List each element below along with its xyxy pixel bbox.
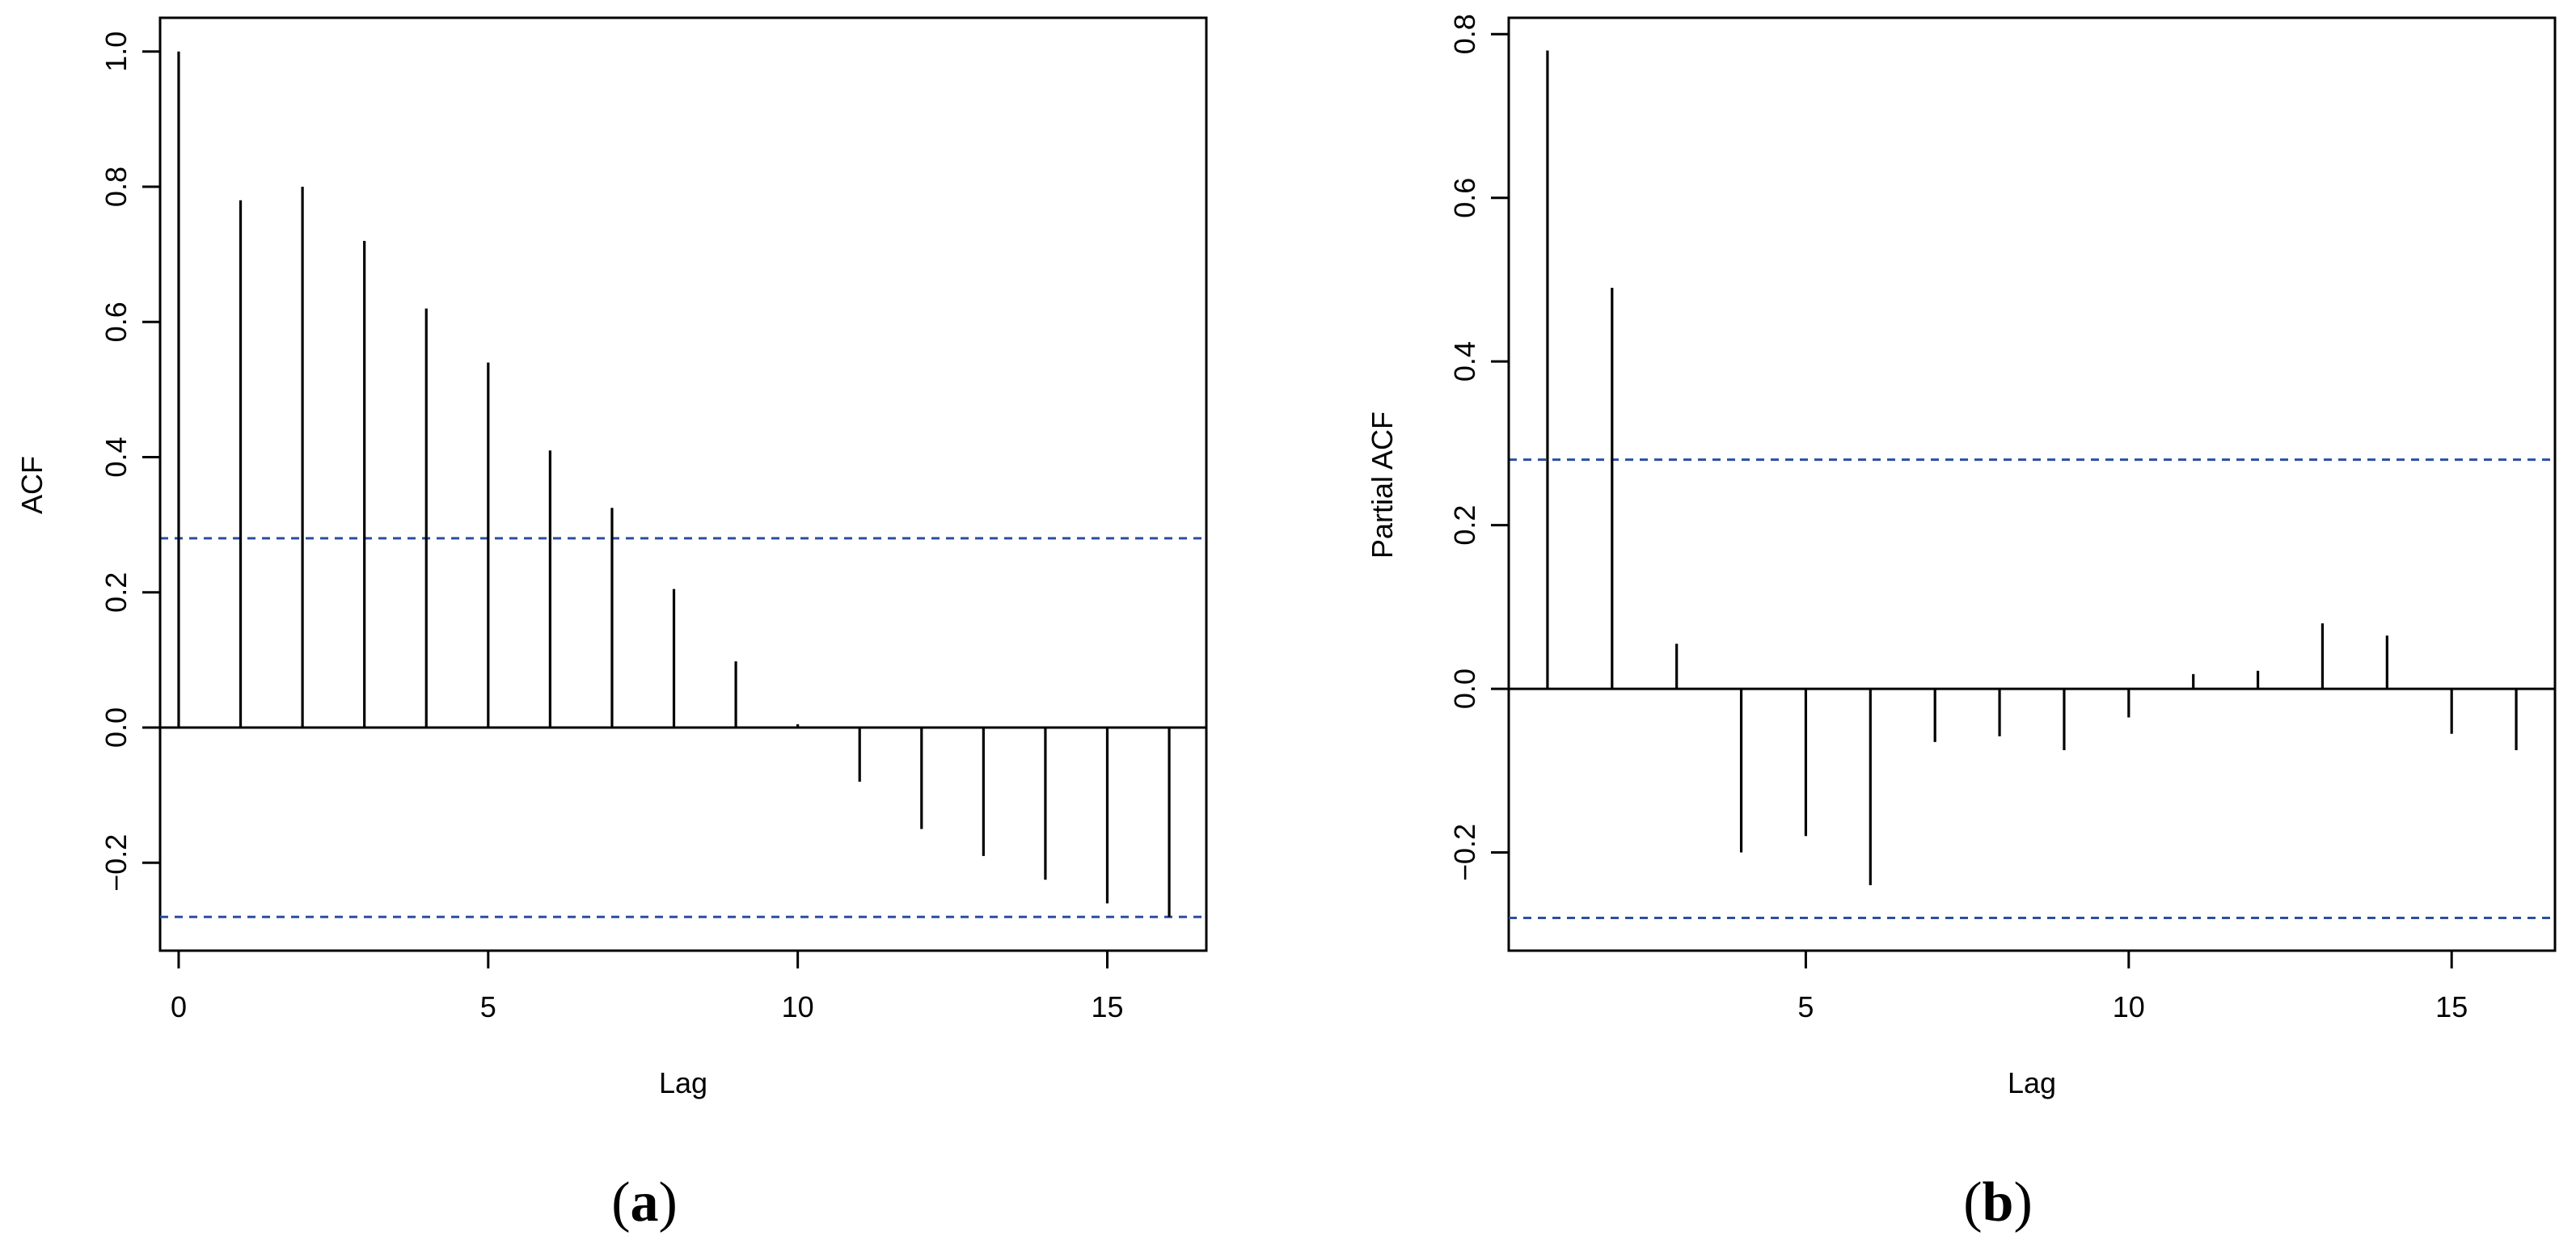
pacf-y-tick-label: 0.6	[1448, 178, 1481, 218]
pacf-panel-label-open: (	[1963, 1171, 1982, 1234]
pacf-plot-frame	[1507, 16, 2557, 952]
pacf-x-axis-label: Lag	[2008, 1066, 2056, 1099]
acf-y-tick-label: 1.0	[99, 32, 133, 72]
acf-panel-label-open: (	[611, 1171, 630, 1234]
acf-panel-label: (a)	[611, 1171, 678, 1234]
pacf-panel-label: (b)	[1963, 1171, 2033, 1234]
pacf-panel: 5 10 15 −0.2 0.0 0.2 0.4 0.6 0.8 Lag Partial AC…	[1366, 14, 2557, 1234]
pacf-y-tick-label: 0.2	[1448, 505, 1481, 546]
acf-y-tick-label: 0.2	[99, 572, 133, 613]
pacf-bars	[1546, 50, 2518, 886]
acf-plot-frame	[158, 16, 1208, 952]
pacf-x-tick-label: 10	[2113, 990, 2145, 1023]
pacf-x-tick-label: 15	[2435, 990, 2468, 1023]
acf-y-tick-label: −0.2	[99, 834, 133, 892]
acf-y-axis: −0.2 0.0 0.2 0.4 0.6 0.8 1.0	[99, 32, 162, 892]
acf-panel-label-letter: a	[631, 1171, 659, 1234]
acf-y-tick-label: 0.6	[99, 302, 133, 342]
pacf-panel-label-letter: b	[1983, 1171, 2014, 1234]
acf-bars	[177, 51, 1171, 918]
pacf-x-tick-label: 5	[1797, 990, 1814, 1023]
acf-x-tick-label: 15	[1091, 990, 1123, 1023]
pacf-x-axis: 5 10 15	[1797, 949, 2468, 1023]
pacf-y-tick-label: −0.2	[1448, 824, 1481, 881]
acf-y-tick-label: 0.8	[99, 167, 133, 207]
acf-x-axis-label: Lag	[659, 1066, 707, 1099]
pacf-y-tick-label: 0.0	[1448, 669, 1481, 709]
acf-panel-label-close: )	[659, 1171, 678, 1234]
acf-x-axis: 0 5 10 15	[171, 949, 1124, 1023]
acf-y-axis-label: ACF	[15, 456, 49, 514]
pacf-y-axis-label: Partial ACF	[1366, 411, 1399, 559]
acf-y-tick-label: 0.4	[99, 437, 133, 478]
acf-y-tick-label: 0.0	[99, 707, 133, 748]
acf-x-tick-label: 5	[480, 990, 496, 1023]
acf-x-tick-label: 10	[782, 990, 814, 1023]
pacf-y-tick-label: 0.8	[1448, 14, 1481, 54]
pacf-y-axis: −0.2 0.0 0.2 0.4 0.6 0.8	[1448, 14, 1510, 881]
acf-panel: 0 5 10 15 −0.2 0.0 0.2 0.4 0.6 0.8 1.0 Lag ACF (a…	[15, 16, 1208, 1234]
pacf-y-tick-label: 0.4	[1448, 341, 1481, 382]
acf-x-tick-label: 0	[171, 990, 187, 1023]
pacf-panel-label-close: )	[2013, 1171, 2032, 1234]
